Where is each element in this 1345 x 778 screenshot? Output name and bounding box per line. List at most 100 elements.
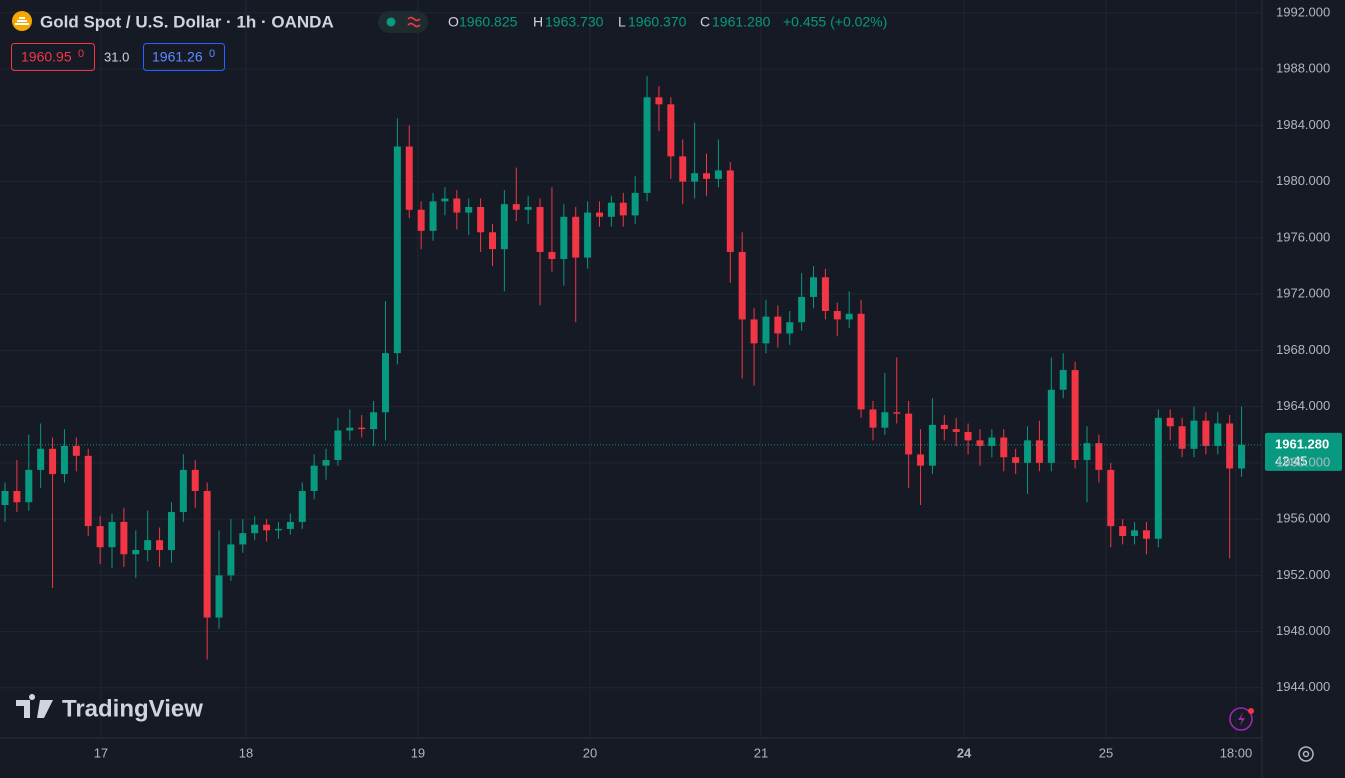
- x-tick-label: 25: [1099, 745, 1113, 760]
- candle-body: [405, 146, 413, 210]
- x-tick-label: 19: [411, 745, 425, 760]
- ohlc-o-label: O: [448, 14, 459, 30]
- ohlc-c-label: C: [700, 14, 710, 30]
- candle-body: [738, 251, 746, 320]
- candle-body: [1178, 426, 1186, 449]
- candle-body: [13, 490, 21, 503]
- candle-body: [1035, 440, 1043, 463]
- settings-icon[interactable]: [1298, 746, 1314, 762]
- candle-body: [810, 277, 818, 297]
- candle-body: [1154, 417, 1162, 539]
- last-price-box: [1265, 432, 1342, 471]
- symbol-title[interactable]: Gold Spot / U.S. Dollar · 1h · OANDA: [40, 12, 334, 31]
- candle-body: [334, 430, 342, 461]
- candle-body: [536, 206, 544, 252]
- candle-body: [60, 445, 68, 475]
- candle-body: [655, 97, 663, 105]
- sell-button[interactable]: [11, 43, 95, 71]
- sell-pip: 0: [78, 48, 84, 60]
- x-tick-label: 18:00: [1220, 745, 1253, 760]
- candle-body: [263, 524, 271, 531]
- candle-body: [1166, 417, 1174, 427]
- candle-body: [1202, 420, 1210, 446]
- candle-body: [798, 296, 806, 323]
- candle-body: [1107, 469, 1115, 527]
- candle-body: [144, 540, 152, 551]
- data-delay-icon: [407, 16, 421, 28]
- candle-body: [524, 206, 532, 210]
- candle-body: [1095, 443, 1103, 470]
- buy-pip: 0: [209, 48, 215, 60]
- candle-body: [203, 490, 211, 618]
- candle-body: [310, 465, 318, 491]
- candle-body: [786, 322, 794, 334]
- candle-body: [215, 575, 223, 618]
- spread: 31.0: [104, 49, 129, 64]
- x-tick-label: 20: [583, 745, 597, 760]
- candle-body: [251, 524, 259, 534]
- change: +0.455 (+0.02%): [783, 14, 887, 30]
- candle-body: [726, 170, 734, 252]
- y-tick-label: 1984.000: [1276, 117, 1330, 132]
- candle-body: [1238, 444, 1246, 469]
- candle-body: [679, 156, 687, 182]
- candle-body: [619, 202, 627, 216]
- candle-body: [227, 544, 235, 576]
- ohlc-o-value: 1960.825: [459, 14, 518, 30]
- candle-body: [132, 550, 140, 555]
- candle-body: [905, 413, 913, 455]
- candle-body: [25, 469, 33, 503]
- settings-icon-core: [1302, 750, 1310, 758]
- candle-body: [286, 521, 294, 529]
- ohlc-h-label: H: [533, 14, 543, 30]
- sell-price: 1960.95: [21, 49, 72, 65]
- candle-body: [465, 206, 473, 213]
- candle-body: [1131, 530, 1139, 536]
- candle-body: [1142, 530, 1150, 539]
- alerts-icon[interactable]: [1229, 707, 1253, 731]
- candle-body: [631, 192, 639, 216]
- candle-body: [84, 455, 92, 527]
- candle-body: [49, 448, 57, 475]
- candle-body: [893, 412, 901, 414]
- y-tick-label: 1980.000: [1276, 173, 1330, 188]
- candle-body: [596, 212, 603, 217]
- candle-body: [774, 316, 782, 334]
- ohlc-l-label: L: [618, 14, 626, 30]
- candle-body: [429, 201, 437, 231]
- status-pill[interactable]: [378, 11, 428, 33]
- candle-body: [1190, 420, 1198, 449]
- alerts-badge: [1248, 708, 1254, 714]
- candle-body: [1, 490, 9, 506]
- candle-body: [441, 198, 449, 202]
- candle-body: [239, 533, 247, 545]
- candle-body: [572, 216, 580, 258]
- candle-body: [1000, 437, 1008, 458]
- candle-body: [976, 440, 984, 446]
- brand-name: TradingView: [62, 695, 203, 722]
- candle-body: [156, 540, 164, 551]
- candle-body: [393, 146, 401, 354]
- candle-body: [821, 277, 829, 312]
- alerts-bolt: [1238, 712, 1245, 726]
- candle-body: [453, 198, 461, 213]
- candle-body: [548, 251, 556, 259]
- buy-button[interactable]: [143, 43, 225, 71]
- candle-body: [1071, 370, 1079, 461]
- candle-body: [381, 353, 389, 413]
- candle-body: [72, 445, 80, 456]
- candle-body: [37, 448, 45, 470]
- x-tick-label: 18: [239, 745, 253, 760]
- candle-body: [643, 97, 651, 193]
- candle-body: [881, 412, 889, 428]
- candle-body: [584, 212, 592, 258]
- candle-body: [488, 232, 496, 250]
- candle-body: [500, 204, 508, 250]
- y-tick-label: 1988.000: [1276, 61, 1330, 76]
- candle-body: [869, 409, 877, 428]
- candle-body: [179, 469, 187, 513]
- candle-body: [833, 311, 841, 320]
- candle-body: [120, 521, 128, 555]
